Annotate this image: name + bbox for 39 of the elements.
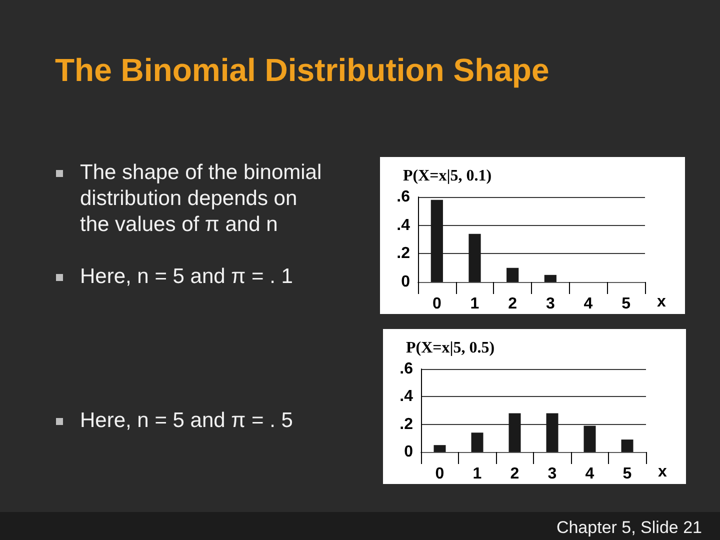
x-tick-label: 5 <box>622 466 632 482</box>
y-tick-label: 0 <box>404 444 414 460</box>
x-tick-label: 4 <box>585 466 594 482</box>
y-tick-label: .2 <box>400 416 414 433</box>
bar <box>584 426 596 452</box>
x-tick-label: 3 <box>546 296 555 312</box>
x-tick-label: 5 <box>622 296 631 312</box>
y-tick-label: .4 <box>400 388 414 406</box>
x-tick-label: 0 <box>435 466 444 482</box>
x-axis-title: x <box>658 464 667 480</box>
x-tick-label: 1 <box>470 296 480 312</box>
x-axis-title: x <box>657 294 666 310</box>
x-tick-label: 4 <box>584 296 593 312</box>
bar <box>546 413 558 452</box>
text: Here, n = 5 and π = . 5 <box>80 408 294 434</box>
text: The Binomial Distribution Shape <box>55 52 550 89</box>
chart-title: P(X=x|5, 0.1) <box>403 168 492 184</box>
bar <box>508 413 521 452</box>
y-tick-label: 0 <box>401 274 410 290</box>
y-tick-label: .6 <box>400 360 414 378</box>
bar <box>621 440 634 452</box>
bar <box>434 445 446 452</box>
chart-title: P(X=x|5, 0.5) <box>406 340 495 356</box>
x-tick-label: 0 <box>432 296 442 312</box>
x-tick-label: 2 <box>508 296 518 312</box>
text: Here, n = 5 and π = . 1 <box>80 264 294 290</box>
y-tick-label: .6 <box>396 188 410 206</box>
x-tick-label: 3 <box>548 466 557 482</box>
x-tick-label: 1 <box>472 466 482 482</box>
text: Chapter 5, Slide 21 <box>556 518 702 538</box>
text: The shape of the binomial distribution depends on the values of π and n <box>80 160 323 238</box>
bar <box>506 268 519 282</box>
bar <box>544 274 556 282</box>
bar <box>471 432 484 452</box>
bar <box>468 234 481 282</box>
bar <box>430 200 443 282</box>
y-tick-label: .4 <box>396 216 410 234</box>
x-tick-label: 2 <box>510 466 520 482</box>
y-tick-label: .2 <box>396 245 410 262</box>
